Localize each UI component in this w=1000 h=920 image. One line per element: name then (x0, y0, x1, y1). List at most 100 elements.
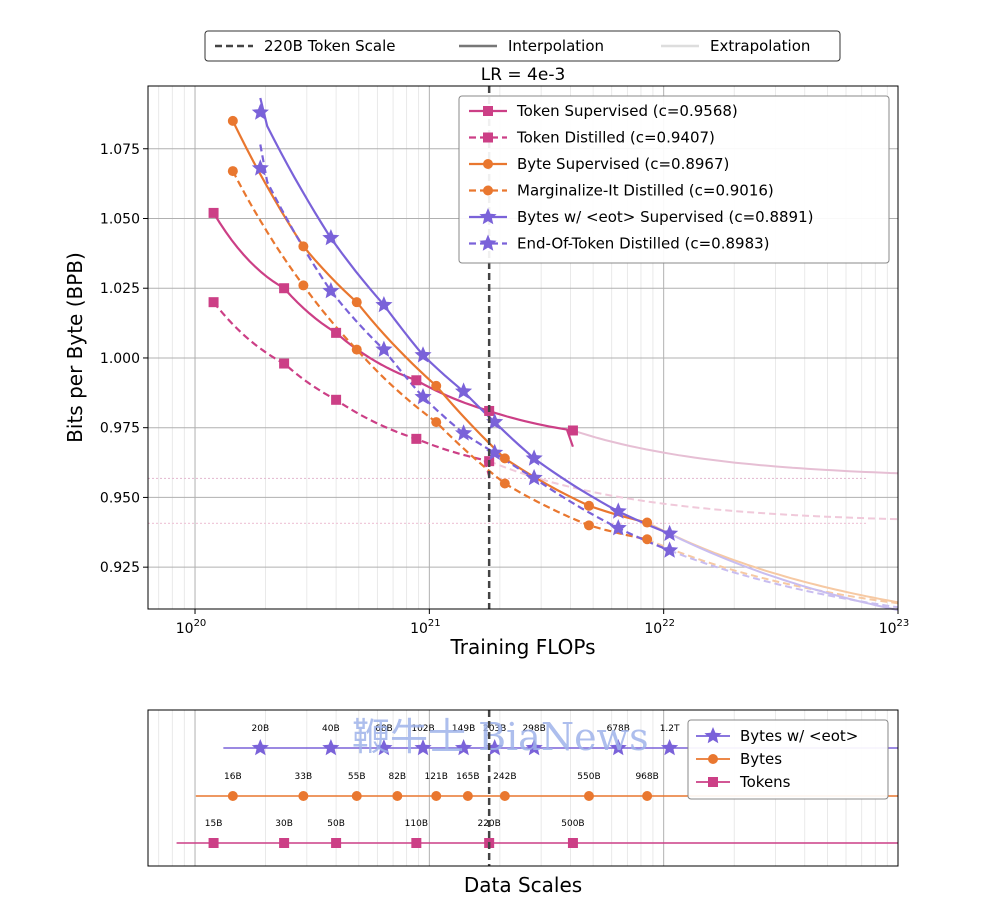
scale-label: 102B (411, 724, 434, 734)
scale-marker-tokens (279, 838, 290, 848)
scale-marker-bytes (298, 791, 309, 801)
curve-marginalize-it-distilled-c-0-9016 (231, 170, 648, 541)
marker-token-supervised-c-0-9568 (567, 425, 578, 436)
marker-marginalize-it-distilled-c-0-9016 (583, 520, 594, 531)
scale-label: 678B (607, 724, 630, 734)
legend-label-token-scale: 220B Token Scale (264, 37, 396, 55)
curve-token-distilled-c-0-9407 (212, 301, 491, 477)
scale-label: 55B (348, 772, 366, 782)
legend-label-token-distilled-c-0-9407: Token Distilled (c=0.9407) (516, 129, 715, 147)
scale-label: 203B (483, 724, 506, 734)
scale-label: 33B (295, 772, 313, 782)
legend-label-bytes-w-eot-supervised-c-0-8891: Bytes w/ <eot> Supervised (c=0.8891) (517, 208, 813, 226)
extrapolation-token-distilled-c-0-9407 (488, 460, 899, 521)
scale-label: 149B (452, 724, 475, 734)
marker-token-distilled-c-0-9407 (279, 358, 290, 369)
extrapolation-bytes-w-eot-supervised-c-0-8891 (669, 532, 899, 612)
scale-marker-bytes-w-eot (525, 739, 543, 756)
x-tick-label: 1020 (176, 618, 207, 637)
scale-label: 242B (493, 772, 516, 782)
marker-token-distilled-c-0-9407 (208, 297, 219, 308)
scale-marker-bytes-w-eot (661, 739, 679, 756)
data-scale-frame (147, 709, 899, 867)
legend-label-tokens: Tokens (739, 773, 791, 791)
marker-bytes-w-eot-supervised-c-0-8891 (414, 346, 432, 363)
legend-marker-bytes-w-eot-supervised-c-0-8891 (479, 208, 497, 225)
marker-token-supervised-c-0-9568 (331, 327, 342, 338)
marker-end-of-token-distilled-c-0-8983 (322, 282, 340, 299)
marker-bytes-w-eot-supervised-c-0-8891 (251, 103, 269, 120)
marker-bytes-w-eot-supervised-c-0-8891 (375, 296, 393, 313)
extrapolation-marginalize-it-distilled-c-0-9016 (646, 538, 899, 605)
scale-marker-bytes-w-eot (609, 739, 627, 756)
marker-bytes-w-eot-supervised-c-0-8891 (455, 382, 473, 399)
legend-label-extrapolation: Extrapolation (710, 37, 810, 55)
marker-end-of-token-distilled-c-0-8983 (661, 541, 679, 558)
data-markers (208, 103, 679, 558)
top-legend: 220B Token Scale Interpolation Extrapola… (204, 30, 841, 62)
scale-label: 165B (456, 772, 479, 782)
marker-end-of-token-distilled-c-0-8983 (455, 424, 473, 441)
legend-marker-byte-supervised-c-0-8967 (483, 159, 493, 169)
data-scale-legend-box (687, 719, 889, 800)
series-legend: Token Supervised (c=0.9568) Token Distill… (458, 95, 890, 264)
marker-bytes-w-eot-supervised-c-0-8891 (486, 413, 504, 430)
legend-marker-bytes-w-eot (704, 727, 722, 744)
legend-label-end-of-token-distilled-c-0-8983: End-Of-Token Distilled (c=0.8983) (517, 235, 770, 253)
scale-label: 50B (327, 819, 345, 829)
x-tick-label: 1023 (879, 618, 910, 637)
scale-marker-bytes (227, 791, 238, 801)
marker-end-of-token-distilled-c-0-8983 (414, 388, 432, 405)
marker-end-of-token-distilled-c-0-8983 (375, 340, 393, 357)
scale-marker-tokens (331, 838, 342, 848)
marker-token-distilled-c-0-9407 (331, 394, 342, 405)
scale-marker-bytes (431, 791, 442, 801)
scale-marker-bytes (499, 791, 510, 801)
marker-byte-supervised-c-0-8967 (431, 380, 442, 391)
marker-bytes-w-eot-supervised-c-0-8891 (322, 229, 340, 246)
marker-end-of-token-distilled-c-0-8983 (525, 468, 543, 486)
scale-label: 30B (275, 819, 293, 829)
scale-marker-bytes-w-eot (486, 739, 504, 756)
main-plot: 1020 1021 1022 1023 0.925 0.950 0.975 1.000 1.02… (63, 65, 909, 659)
scale-label: 16B (224, 772, 242, 782)
scale-label: 82B (388, 772, 406, 782)
scale-label: 298B (522, 724, 545, 734)
scale-marker-bytes-w-eot (322, 739, 340, 756)
marker-end-of-token-distilled-c-0-8983 (251, 159, 269, 176)
marker-marginalize-it-distilled-c-0-9016 (642, 534, 653, 545)
scale-marker-bytes (642, 791, 653, 801)
marker-byte-supervised-c-0-8967 (642, 517, 653, 528)
extrapolation-byte-supervised-c-0-8967 (646, 521, 899, 604)
scale-marker-tokens (567, 838, 578, 848)
marker-marginalize-it-distilled-c-0-9016 (227, 166, 238, 177)
curve-token-supervised-c-0-9568 (212, 212, 574, 448)
data-scale-legend: Bytes w/ <eot> Bytes Tokens (687, 719, 889, 800)
y-tick-label: 1.050 (100, 211, 140, 227)
extrapolation-curves (488, 429, 899, 612)
legend-label-interpolation: Interpolation (508, 37, 604, 55)
main-ticks: 1020 1021 1022 1023 0.925 0.950 0.975 1.000 1.02… (100, 142, 909, 637)
scale-marker-bytes-w-eot (251, 739, 269, 756)
legend-marker-end-of-token-distilled-c-0-8983 (479, 234, 497, 251)
scale-label: 550B (577, 772, 600, 782)
legend-marker-tokens (708, 777, 718, 787)
marker-token-supervised-c-0-9568 (411, 375, 422, 386)
y-tick-label: 0.950 (100, 490, 140, 506)
scale-label: 121B (425, 772, 448, 782)
y-axis-label: Bits per Byte (BPB) (63, 252, 87, 443)
scale-marker-bytes-w-eot (375, 739, 393, 756)
scale-label: 1.2T (660, 724, 680, 734)
data-scale-plot: 20B 40B 68B 102B 149B 203B 298B 678B 1.2T 16B 33B 5… (147, 709, 899, 897)
marker-byte-supervised-c-0-8967 (227, 115, 238, 126)
y-tick-label: 1.025 (100, 281, 140, 297)
legend-marker-token-distilled-c-0-9407 (483, 132, 493, 143)
legend-marker-token-supervised-c-0-9568 (483, 106, 493, 116)
scale-label: 500B (561, 819, 584, 829)
extrapolation-token-supervised-c-0-9568 (572, 429, 899, 475)
series-legend-box (458, 95, 890, 264)
marker-marginalize-it-distilled-c-0-9016 (499, 478, 510, 489)
legend-label-byte-supervised-c-0-8967: Byte Supervised (c=0.8967) (517, 155, 729, 173)
marker-marginalize-it-distilled-c-0-9016 (298, 280, 309, 291)
